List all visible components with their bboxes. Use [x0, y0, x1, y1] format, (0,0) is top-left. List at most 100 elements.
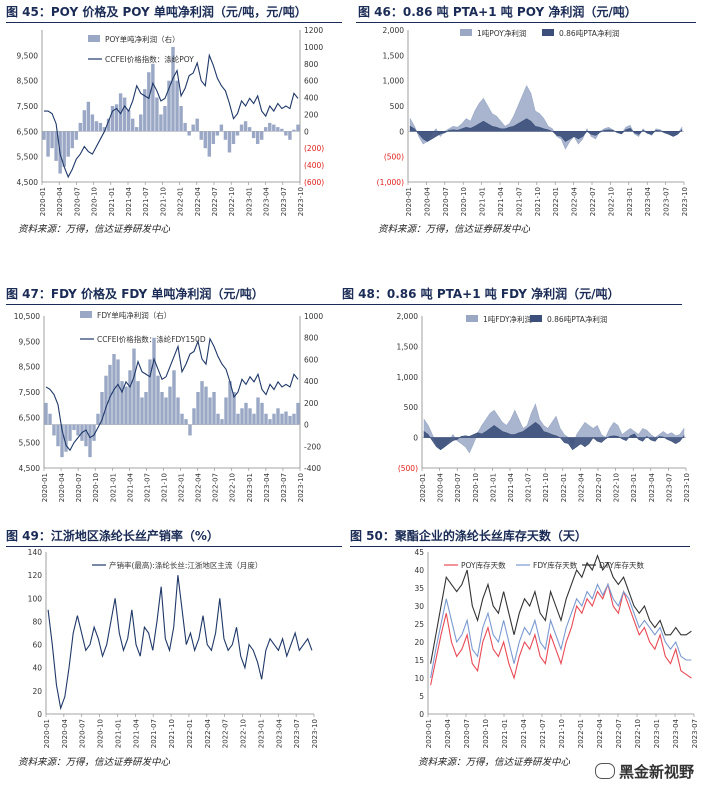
bar — [82, 110, 87, 132]
x-tick-label: 2021-01 — [501, 719, 509, 748]
bar — [255, 131, 260, 144]
y-tick-label: 5,500 — [17, 153, 39, 162]
y-tick-label-right: 400 — [304, 377, 319, 386]
bar — [68, 424, 72, 441]
y-tick-label: 1,500 — [383, 51, 405, 60]
x-tick-label: 2021-01 — [489, 473, 497, 502]
y-tick-label: 7,500 — [17, 102, 39, 111]
bar — [220, 419, 224, 425]
bar — [243, 121, 248, 132]
x-tick-label: 2021-04 — [132, 718, 140, 748]
x-tick-label: 2023-01 — [626, 187, 634, 216]
bar — [164, 397, 168, 425]
y-tick-label: 4,500 — [17, 178, 39, 187]
x-tick-label: 2020-10 — [472, 473, 480, 502]
legend-label: 产销率(最高):涤纶长丝:江浙地区主流（月度） — [109, 560, 262, 570]
x-tick-label: 2021-01 — [108, 187, 116, 216]
bar — [44, 402, 48, 425]
chart-46: 2,000 1,500 1,000 500 0 (500) (1,000)2020-01 20… — [377, 26, 689, 216]
x-tick-label: 2021-07 — [539, 719, 547, 748]
bar — [199, 131, 203, 140]
y-tick-label: 6,500 — [19, 413, 41, 422]
x-tick-label: 2023-10 — [311, 719, 319, 748]
x-tick-label: 2021-10 — [168, 719, 176, 748]
bar — [212, 392, 216, 425]
source-note: 资料来源：万得，信达证券研发中心 — [418, 757, 571, 768]
chart-panel-48: 图 48：0.86 吨 PTA+1 吨 FDY 净利润（元/吨） 2,000 1,… — [342, 284, 702, 524]
bar — [102, 127, 107, 132]
bar — [188, 424, 192, 436]
bar — [264, 127, 268, 132]
x-tick-label: 2020-04 — [423, 186, 431, 216]
y-tick-label: 10,500 — [14, 312, 40, 321]
x-tick-label: 2021-10 — [558, 719, 566, 748]
y-tick-label: 9,500 — [17, 51, 39, 60]
bar — [192, 408, 196, 425]
legend-label: 0.86吨PTA净利润 — [559, 28, 619, 38]
x-tick-label: 2020-04 — [437, 472, 445, 502]
legend-label: CCFEI价格指数：涤纶POY — [105, 54, 194, 64]
chart-panel-45: 图 45：POY 价格及 POY 单吨净利润（元/吨，元/吨） 4,500 5,5… — [0, 0, 350, 240]
y-tick-label: 6,500 — [17, 127, 39, 136]
x-tick-label: 2022-01 — [577, 719, 585, 748]
y-tick-label: 35 — [414, 584, 424, 593]
y-tick-label: 2,000 — [397, 312, 419, 321]
bar — [268, 122, 272, 132]
legend-swatch — [460, 29, 472, 36]
y-tick-label-right: 1000 — [304, 43, 323, 52]
y-tick-label-right: 800 — [304, 334, 319, 343]
bar — [247, 127, 252, 132]
x-tick-label: 2023-01 — [630, 473, 638, 502]
chart-title: 图 50：聚酯企业的涤纶长丝库存天数（天） — [350, 529, 587, 543]
bar — [144, 392, 148, 425]
chart-panel-46: 图 46：0.86 吨 PTA+1 吨 POY 净利润（元/吨） 2,000 1,… — [356, 0, 702, 240]
x-tick-label: 2021-07 — [142, 187, 150, 216]
y-tick-label-right: 400 — [304, 94, 319, 103]
y-tick-label: 500 — [404, 403, 419, 412]
bar — [126, 110, 131, 132]
bar — [90, 114, 95, 132]
bar — [94, 121, 99, 132]
bar — [147, 72, 151, 132]
y-tick-label-right: 1200 — [304, 26, 323, 35]
y-tick-label: 120 — [28, 571, 43, 580]
y-tick-label-right: 0 — [304, 127, 309, 136]
x-tick-label: 2022-07 — [211, 187, 219, 216]
y-tick-label: 80 — [32, 617, 42, 626]
y-tick-label-right: 200 — [304, 110, 319, 119]
x-tick-label: 2020-10 — [91, 187, 99, 216]
x-tick-label: 2022-01 — [186, 719, 194, 748]
x-tick-label: 2022-07 — [222, 719, 230, 748]
bar — [135, 127, 139, 132]
bar — [108, 364, 112, 425]
bar — [100, 392, 104, 425]
x-tick-label: 2020-07 — [75, 473, 83, 502]
bar — [46, 131, 50, 157]
x-tick-label: 2022-10 — [229, 473, 237, 502]
x-tick-label: 2023-04 — [263, 472, 271, 502]
x-tick-label: 2022-10 — [607, 187, 615, 216]
bar — [251, 131, 256, 139]
bar — [130, 118, 135, 132]
bar — [252, 413, 256, 425]
x-tick-label: 2020-04 — [58, 472, 66, 502]
area-series — [423, 422, 685, 451]
y-tick-label: (1,000) — [377, 178, 404, 187]
bar — [160, 392, 164, 425]
y-tick-label: 5,500 — [19, 439, 41, 448]
watermark-text: 黑金新视野 — [618, 763, 694, 781]
x-tick-label: 2023-04 — [644, 186, 652, 216]
x-tick-label: 2022-04 — [596, 718, 604, 748]
bar — [280, 413, 284, 425]
y-tick-label-right: 600 — [304, 355, 319, 364]
x-tick-label: 2022-10 — [634, 719, 642, 748]
bar — [62, 131, 66, 167]
x-tick-label: 2020-10 — [482, 719, 490, 748]
bar — [148, 359, 152, 425]
bar — [139, 114, 143, 132]
x-tick-label: 2020-10 — [92, 473, 100, 502]
bar — [128, 370, 132, 425]
y-tick-label-right: 600 — [304, 77, 319, 86]
bar — [240, 408, 244, 425]
bar — [118, 93, 123, 132]
